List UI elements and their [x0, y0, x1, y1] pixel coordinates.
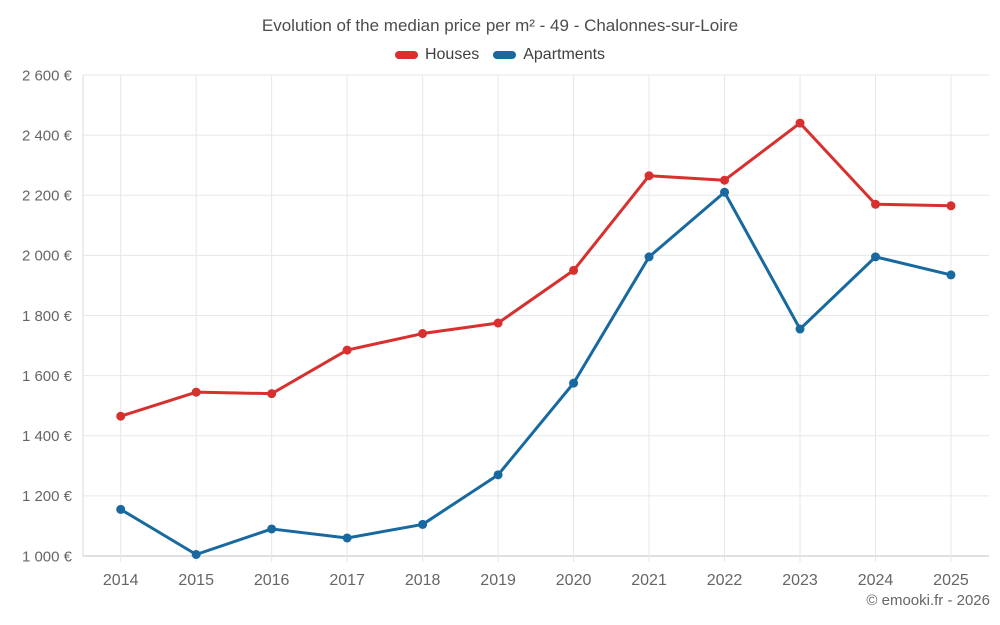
- apartments-series[interactable]: [116, 187, 956, 559]
- x-tick-label: 2020: [556, 572, 592, 589]
- apartments-line: [119, 190, 953, 556]
- x-tick-label: 2017: [329, 572, 365, 589]
- x-tick-label: 2023: [782, 572, 818, 589]
- legend-label-apartments: Apartments: [523, 46, 606, 63]
- houses-line: [119, 121, 953, 418]
- apartments-point-2019[interactable]: [493, 470, 503, 480]
- apartments-series-swatch-icon: [493, 51, 517, 59]
- houses-point-2025[interactable]: [946, 201, 956, 211]
- footer-credit: © emooki.fr - 2026: [866, 592, 990, 609]
- x-tick-label: 2014: [103, 572, 139, 589]
- y-tick-label: 1 800 €: [22, 308, 73, 325]
- x-tick-label: 2015: [178, 572, 214, 589]
- houses-point-2022[interactable]: [720, 175, 730, 185]
- y-tick-label: 2 400 €: [22, 127, 73, 144]
- legend-label-houses: Houses: [424, 46, 480, 63]
- houses-point-2023[interactable]: [795, 118, 805, 128]
- legend-item-houses[interactable]: Houses: [394, 46, 480, 64]
- y-tick-label: 2 200 €: [22, 188, 73, 205]
- apartments-point-2024[interactable]: [871, 252, 880, 262]
- apartments-point-2015[interactable]: [191, 549, 201, 559]
- houses-point-2015[interactable]: [191, 387, 201, 397]
- legend-item-apartments[interactable]: Apartments: [493, 46, 605, 64]
- apartments-point-2021[interactable]: [644, 252, 654, 262]
- apartments-point-2017[interactable]: [342, 533, 352, 543]
- y-tick-label: 2 000 €: [22, 248, 73, 265]
- x-tick-label: 2016: [254, 572, 290, 589]
- x-tick-label: 2024: [858, 572, 894, 589]
- houses-series-swatch-icon: [394, 51, 418, 59]
- houses-point-2020[interactable]: [569, 265, 579, 275]
- houses-point-2024[interactable]: [871, 199, 880, 209]
- apartments-point-2022[interactable]: [720, 187, 730, 197]
- houses-point-2019[interactable]: [493, 318, 503, 328]
- y-tick-label: 1 400 €: [22, 428, 73, 445]
- chart-legend: Houses Apartments: [0, 46, 1000, 64]
- apartments-point-2020[interactable]: [569, 378, 579, 388]
- houses-point-2021[interactable]: [644, 171, 654, 181]
- y-tick-label: 1 600 €: [22, 368, 73, 385]
- gridlines: 1 000 € 1 200 € 1 400 € 1 600 € 1 800 € 2 000…: [22, 67, 989, 589]
- apartments-point-2014[interactable]: [116, 504, 126, 514]
- houses-point-2017[interactable]: [342, 345, 352, 355]
- y-tick-label: 1 200 €: [22, 488, 73, 505]
- x-tick-label: 2019: [480, 572, 516, 589]
- apartments-point-2018[interactable]: [418, 519, 428, 529]
- chart-title: Evolution of the median price per m² - 4…: [261, 16, 739, 35]
- apartments-point-2023[interactable]: [795, 324, 805, 334]
- x-tick-label: 2018: [405, 572, 441, 589]
- houses-point-2018[interactable]: [418, 329, 428, 339]
- apartments-point-2025[interactable]: [946, 270, 956, 280]
- houses-point-2014[interactable]: [116, 411, 126, 421]
- y-tick-label: 1 000 €: [22, 548, 73, 565]
- houses-point-2016[interactable]: [267, 389, 277, 399]
- houses-series[interactable]: [116, 118, 956, 421]
- apartments-point-2016[interactable]: [267, 524, 277, 534]
- x-tick-label: 2025: [933, 572, 969, 589]
- y-tick-label: 2 600 €: [22, 67, 73, 84]
- x-tick-label: 2021: [631, 572, 667, 589]
- x-tick-label: 2022: [707, 572, 743, 589]
